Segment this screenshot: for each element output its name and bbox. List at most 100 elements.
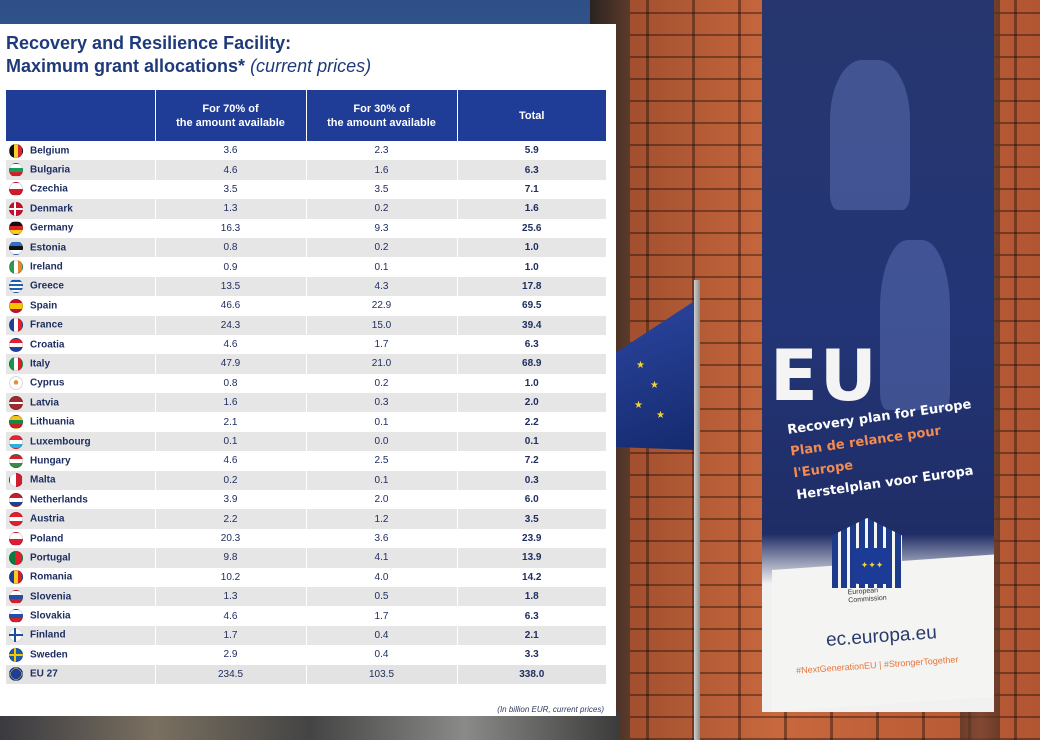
country-name: Denmark (30, 203, 73, 215)
country-name: Slovenia (30, 591, 72, 603)
country-flag-icon (9, 473, 23, 488)
table-row: Spain 46.6 22.9 69.5 (6, 296, 606, 316)
country-name: Netherlands (30, 494, 88, 506)
country-cell: Belgium (6, 141, 155, 161)
total-cell: 2.1 (456, 625, 606, 646)
total-cell: 1.8 (456, 586, 606, 607)
country-cell: Portugal (6, 548, 155, 568)
value-30-cell: 0.2 (305, 237, 457, 258)
header-70-percent: For 70% of the amount available (154, 90, 306, 141)
value-70-cell: 16.3 (154, 218, 306, 238)
value-30-cell: 0.2 (305, 373, 457, 394)
country-flag-icon (9, 453, 23, 468)
header-30-percent: For 30% of the amount available (305, 90, 457, 141)
total-cell: 7.1 (456, 179, 606, 200)
total-cell: 6.3 (456, 334, 606, 355)
country-cell: Italy (6, 354, 155, 374)
country-cell: Austria (6, 509, 155, 529)
ec-logo-label: European Commission (847, 587, 887, 605)
country-name: Poland (30, 533, 64, 544)
total-cell: 13.9 (456, 548, 606, 568)
country-flag-icon (9, 163, 23, 178)
value-30-cell: 0.0 (305, 431, 457, 452)
value-70-cell: 4.6 (154, 606, 306, 626)
country-flag-icon (9, 318, 23, 333)
value-30-cell: 103.5 (305, 664, 457, 684)
country-cell: Sweden (6, 645, 155, 665)
country-name: France (30, 319, 63, 331)
value-70-cell: 1.7 (154, 625, 306, 646)
table-row: Netherlands 3.9 2.0 6.0 (6, 490, 606, 510)
header-total: Total (456, 90, 606, 141)
country-name: Romania (30, 571, 73, 583)
country-flag-icon (9, 550, 23, 565)
value-30-cell: 1.7 (305, 606, 457, 626)
country-flag-icon (9, 512, 23, 527)
country-flag-icon (9, 609, 23, 624)
eu-flag-icon (9, 667, 23, 682)
value-30-cell: 2.3 (305, 141, 457, 161)
total-cell: 338.0 (456, 664, 606, 684)
country-name: Greece (30, 280, 64, 292)
country-name: Hungary (30, 455, 71, 467)
value-70-cell: 1.3 (154, 199, 306, 219)
value-30-cell: 0.1 (305, 412, 457, 432)
table-row: Hungary 4.6 2.5 7.2 (6, 451, 606, 471)
country-cell: Netherlands (6, 490, 155, 510)
country-cell: Slovenia (6, 586, 155, 607)
banner-figure (880, 240, 950, 410)
value-70-cell: 13.5 (154, 276, 306, 297)
flagpole (694, 280, 700, 740)
table-row: Finland 1.7 0.4 2.1 (6, 625, 606, 646)
table-row: Bulgaria 4.6 1.6 6.3 (6, 160, 606, 180)
country-name: Malta (30, 474, 56, 486)
country-cell: France (6, 315, 155, 335)
total-cell: 5.9 (456, 141, 606, 161)
country-name: Latvia (30, 397, 59, 409)
table-row: Greece 13.5 4.3 17.8 (6, 276, 606, 297)
country-name: Portugal (30, 552, 71, 564)
value-70-cell: 3.5 (154, 179, 306, 200)
value-30-cell: 4.3 (305, 276, 457, 297)
total-cell: 14.2 (456, 567, 606, 587)
country-flag-icon (9, 240, 23, 255)
value-70-cell: 0.8 (154, 237, 306, 258)
country-flag-icon (9, 279, 23, 294)
total-cell: 0.3 (456, 470, 606, 491)
country-cell: Czechia (6, 179, 155, 200)
total-cell: 39.4 (456, 315, 606, 335)
country-flag-icon (9, 260, 23, 275)
country-name: Luxembourg (30, 436, 91, 448)
value-70-cell: 46.6 (154, 296, 306, 316)
total-cell: 2.2 (456, 412, 606, 432)
banner-generation-word: GENERAT (822, 10, 830, 330)
value-30-cell: 1.6 (305, 160, 457, 180)
table-row: Belgium 3.6 2.3 5.9 (6, 141, 606, 161)
table-footnote: (In billion EUR, current prices) (497, 705, 604, 714)
value-30-cell: 0.1 (305, 470, 457, 491)
value-70-cell: 0.2 (154, 470, 306, 491)
value-30-cell: 3.5 (305, 179, 457, 200)
country-cell: Malta (6, 470, 155, 491)
table-row: Romania 10.2 4.0 14.2 (6, 567, 606, 587)
value-30-cell: 4.1 (305, 548, 457, 568)
value-30-cell: 3.6 (305, 528, 457, 549)
value-70-cell: 2.2 (154, 509, 306, 529)
table-row: Latvia 1.6 0.3 2.0 (6, 393, 606, 413)
country-name: Croatia (30, 339, 65, 351)
value-30-cell: 0.4 (305, 645, 457, 665)
table-row: Portugal 9.8 4.1 13.9 (6, 548, 606, 568)
value-70-cell: 2.9 (154, 645, 306, 665)
country-flag-icon (9, 570, 23, 585)
country-cell: Estonia (6, 237, 155, 258)
table-row: Croatia 4.6 1.7 6.3 (6, 334, 606, 355)
country-flag-icon (9, 647, 23, 662)
allocation-panel: Recovery and Resilience Facility: Maximu… (0, 24, 616, 716)
country-flag-icon (9, 182, 23, 197)
total-cell: 2.0 (456, 393, 606, 413)
table-row: Italy 47.9 21.0 68.9 (6, 354, 606, 374)
value-30-cell: 0.3 (305, 393, 457, 413)
country-cell: Latvia (6, 393, 155, 413)
total-cell: 1.6 (456, 199, 606, 219)
value-30-cell: 0.2 (305, 199, 457, 219)
